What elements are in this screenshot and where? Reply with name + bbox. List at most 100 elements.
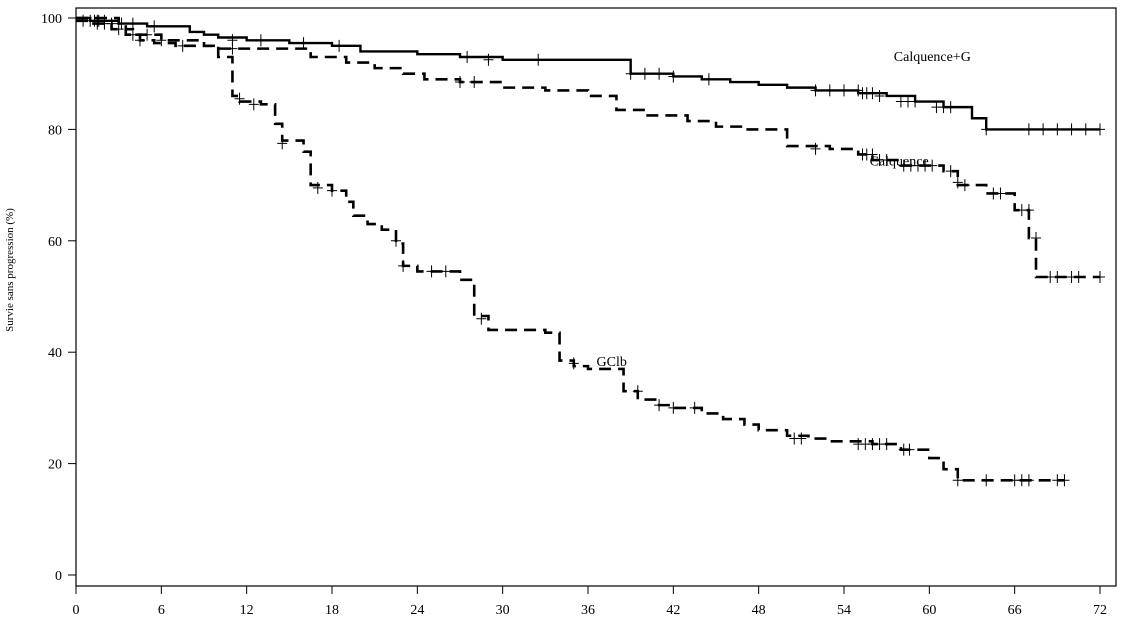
censor-mark-gclb-17 bbox=[654, 399, 665, 412]
censor-mark-gclb-8 bbox=[312, 181, 323, 194]
censor-mark-calquence-25 bbox=[1023, 204, 1034, 217]
censor-mark-calquence-19 bbox=[945, 165, 956, 178]
censor-mark-calquence-g-15 bbox=[625, 67, 636, 80]
y-axis-label: Survie sans progression (%) bbox=[4, 208, 16, 332]
censor-mark-calquence-g-38 bbox=[1066, 123, 1077, 136]
series-line-gclb bbox=[76, 16, 1065, 482]
censor-mark-calquence-8 bbox=[810, 142, 821, 155]
x-tick-label-48: 48 bbox=[752, 603, 766, 618]
y-axis: 0 20 40 60 80 100 bbox=[41, 12, 76, 584]
series-gclb bbox=[76, 14, 1070, 487]
x-tick-label-0: 0 bbox=[73, 603, 80, 618]
censor-mark-calquence-g-21 bbox=[824, 84, 835, 97]
censor-mark-calquence-30 bbox=[1073, 271, 1084, 284]
censor-mark-gclb-19 bbox=[689, 401, 700, 414]
censor-mark-gclb-21 bbox=[796, 432, 807, 445]
y-tick-label-40: 40 bbox=[48, 346, 62, 361]
x-tick-label-30: 30 bbox=[496, 603, 510, 618]
censor-mark-calquence-g-12 bbox=[462, 50, 473, 63]
censor-mark-gclb-3 bbox=[142, 28, 153, 41]
x-tick-label-60: 60 bbox=[922, 603, 936, 618]
x-tick-label-36: 36 bbox=[581, 603, 595, 618]
censor-mark-calquence-g-36 bbox=[1038, 123, 1049, 136]
censor-mark-calquence-2 bbox=[113, 23, 124, 36]
censor-mark-calquence-g-6 bbox=[127, 17, 138, 30]
censor-mark-calquence-11 bbox=[867, 148, 878, 161]
censor-mark-calquence-g-30 bbox=[910, 95, 921, 108]
censor-mark-gclb-4 bbox=[156, 34, 167, 47]
censor-mark-gclb-2 bbox=[127, 28, 138, 41]
censor-mark-gclb-28 bbox=[904, 443, 915, 456]
censor-mark-calquence-g-39 bbox=[1080, 123, 1091, 136]
x-tick-label-6: 6 bbox=[158, 603, 165, 618]
x-tick-label-42: 42 bbox=[666, 603, 680, 618]
censor-mark-gclb-11 bbox=[398, 259, 409, 272]
x-tick-label-12: 12 bbox=[240, 603, 254, 618]
censor-mark-calquence-18 bbox=[927, 159, 938, 172]
censor-mark-gclb-12 bbox=[426, 265, 437, 278]
censor-mark-calquence-g-23 bbox=[853, 84, 864, 97]
annotation-layer: Calquence+G Calquence GClb bbox=[597, 50, 971, 370]
y-tick-label-80: 80 bbox=[48, 123, 62, 138]
y-tick-label-0: 0 bbox=[55, 569, 62, 584]
censor-mark-calquence-6 bbox=[455, 76, 465, 89]
y-tick-label-100: 100 bbox=[41, 12, 62, 27]
censor-mark-calquence-23 bbox=[995, 187, 1006, 200]
censor-mark-calquence-28 bbox=[1052, 271, 1063, 284]
censor-mark-calquence-g-26 bbox=[867, 87, 878, 100]
censor-mark-gclb-0 bbox=[92, 14, 103, 27]
censor-mark-calquence-g-11 bbox=[334, 39, 345, 52]
series-calquence-g bbox=[76, 14, 1105, 136]
censor-mark-calquence-g-17 bbox=[654, 67, 665, 80]
censor-mark-calquence-4 bbox=[177, 39, 188, 52]
censor-mark-calquence-3 bbox=[135, 34, 145, 47]
censor-mark-gclb-1 bbox=[99, 17, 110, 30]
censor-mark-calquence-0 bbox=[78, 14, 89, 27]
censor-mark-calquence-26 bbox=[1031, 232, 1041, 245]
censor-mark-gclb-30 bbox=[981, 474, 992, 487]
x-tick-label-54: 54 bbox=[837, 603, 851, 618]
censor-mark-calquence-g-37 bbox=[1052, 123, 1063, 136]
censor-mark-calquence-g-22 bbox=[839, 84, 849, 97]
series-line-calquence-g bbox=[76, 16, 1100, 131]
censor-mark-calquence-g-9 bbox=[255, 34, 266, 47]
censor-mark-gclb-5 bbox=[234, 92, 245, 105]
censor-mark-gclb-13 bbox=[440, 265, 451, 278]
censor-mark-calquence-g-7 bbox=[149, 20, 160, 33]
censor-mark-calquence-g-35 bbox=[1023, 123, 1034, 136]
censor-mark-calquence-13 bbox=[881, 154, 892, 167]
censor-mark-calquence-20 bbox=[952, 176, 963, 189]
series-line-calquence bbox=[76, 19, 1100, 279]
x-tick-label-66: 66 bbox=[1008, 603, 1022, 618]
censor-mark-calquence-g-14 bbox=[533, 53, 544, 66]
censor-mark-calquence-g-16 bbox=[639, 67, 650, 80]
censor-mark-calquence-5 bbox=[227, 42, 238, 55]
censor-mark-gclb-7 bbox=[277, 137, 288, 150]
censor-mark-gclb-18 bbox=[668, 401, 679, 414]
x-tick-label-24: 24 bbox=[410, 603, 424, 618]
censor-mark-calquence-g-19 bbox=[703, 73, 714, 86]
censor-mark-calquence-g-33 bbox=[945, 101, 956, 114]
censor-mark-calquence-31 bbox=[1095, 271, 1105, 284]
censor-mark-calquence-g-10 bbox=[298, 37, 309, 50]
plot-frame bbox=[75, 7, 1117, 587]
censor-mark-gclb-9 bbox=[327, 184, 337, 197]
censor-mark-calquence-21 bbox=[959, 179, 970, 192]
censor-mark-calquence-g-18 bbox=[668, 70, 679, 83]
censor-mark-calquence-7 bbox=[469, 76, 480, 89]
x-tick-label-72: 72 bbox=[1093, 603, 1107, 618]
censor-mark-calquence-g-40 bbox=[1095, 123, 1105, 136]
series-label-calquence: Calquence bbox=[870, 155, 929, 170]
censor-mark-gclb-35 bbox=[1059, 474, 1070, 487]
series-label-gclb: GClb bbox=[597, 355, 627, 370]
censor-mark-gclb-6 bbox=[248, 98, 259, 111]
series-label-calquence-g: Calquence+G bbox=[894, 50, 971, 65]
censor-mark-gclb-26 bbox=[881, 438, 892, 451]
censor-mark-gclb-10 bbox=[391, 234, 401, 247]
censor-mark-calquence-g-20 bbox=[810, 84, 821, 97]
censor-mark-gclb-14 bbox=[476, 312, 487, 325]
censor-mark-calquence-g-34 bbox=[981, 123, 992, 136]
y-tick-label-20: 20 bbox=[48, 458, 62, 473]
